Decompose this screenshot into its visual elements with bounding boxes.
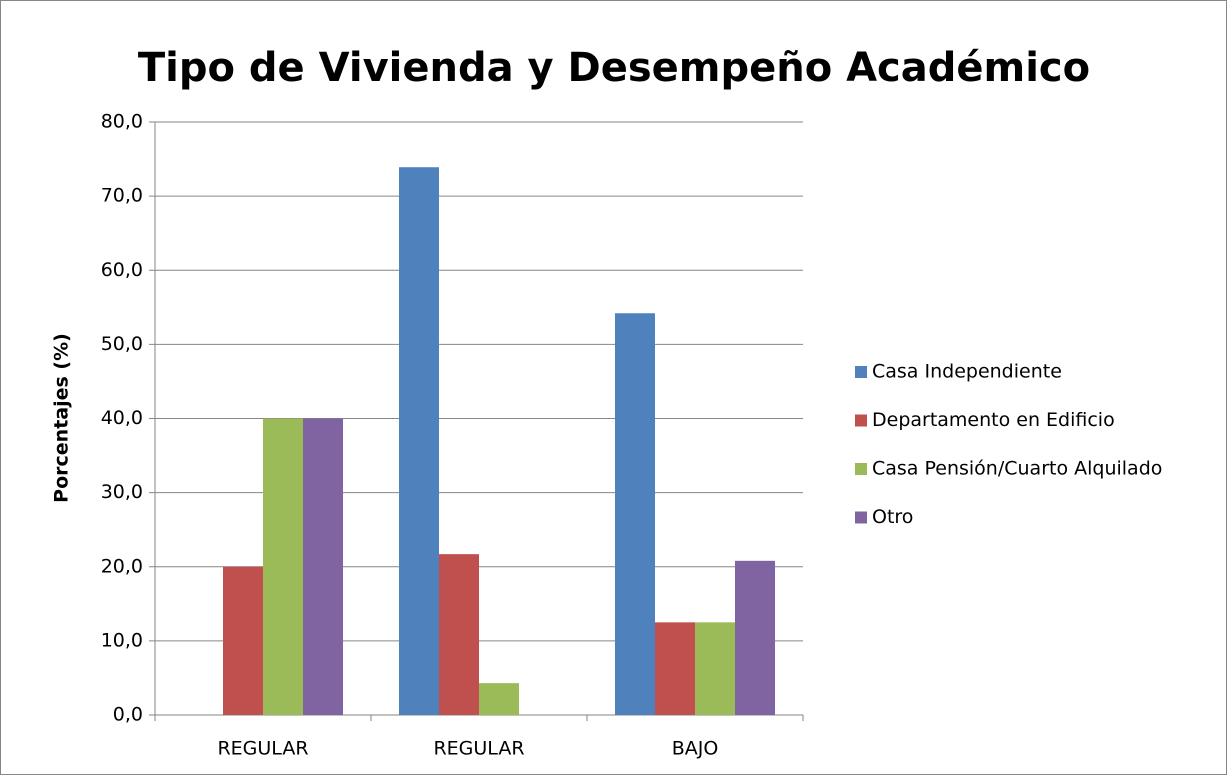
legend-label: Casa Independiente	[872, 361, 1062, 383]
y-tick-label: 60,0	[101, 259, 143, 281]
legend-swatch	[855, 463, 867, 475]
chart-title: Tipo de Vivienda y Desempeño Académico	[138, 45, 1090, 91]
y-tick-label: 40,0	[101, 407, 143, 429]
legend-label: Otro	[872, 506, 913, 528]
y-tick-label: 0,0	[113, 704, 143, 726]
y-tick-label: 80,0	[101, 111, 143, 133]
bar	[655, 622, 695, 715]
y-tick-label: 70,0	[101, 185, 143, 207]
bar	[303, 418, 343, 715]
x-tick-label: BAJO	[672, 738, 719, 760]
bar	[735, 560, 775, 715]
legend-swatch	[855, 414, 867, 427]
y-axis-label: Porcentajes (%)	[51, 333, 73, 503]
bar	[439, 554, 479, 715]
bar	[223, 566, 263, 715]
bar	[399, 167, 439, 715]
bar	[479, 683, 519, 715]
y-tick-label: 20,0	[101, 555, 143, 577]
legend-label: Departamento en Edificio	[872, 409, 1115, 431]
bar	[695, 622, 735, 715]
legend-swatch	[855, 366, 867, 378]
bar	[263, 418, 303, 715]
bar	[615, 313, 655, 715]
legend-label: Casa Pensión/Cuarto Alquilado	[872, 458, 1162, 480]
legend-swatch	[855, 511, 867, 524]
y-tick-label: 50,0	[101, 333, 143, 355]
y-tick-label: 10,0	[101, 629, 143, 651]
x-tick-label: REGULAR	[433, 738, 524, 760]
y-tick-label: 30,0	[101, 481, 143, 503]
x-tick-label: REGULAR	[217, 738, 308, 760]
